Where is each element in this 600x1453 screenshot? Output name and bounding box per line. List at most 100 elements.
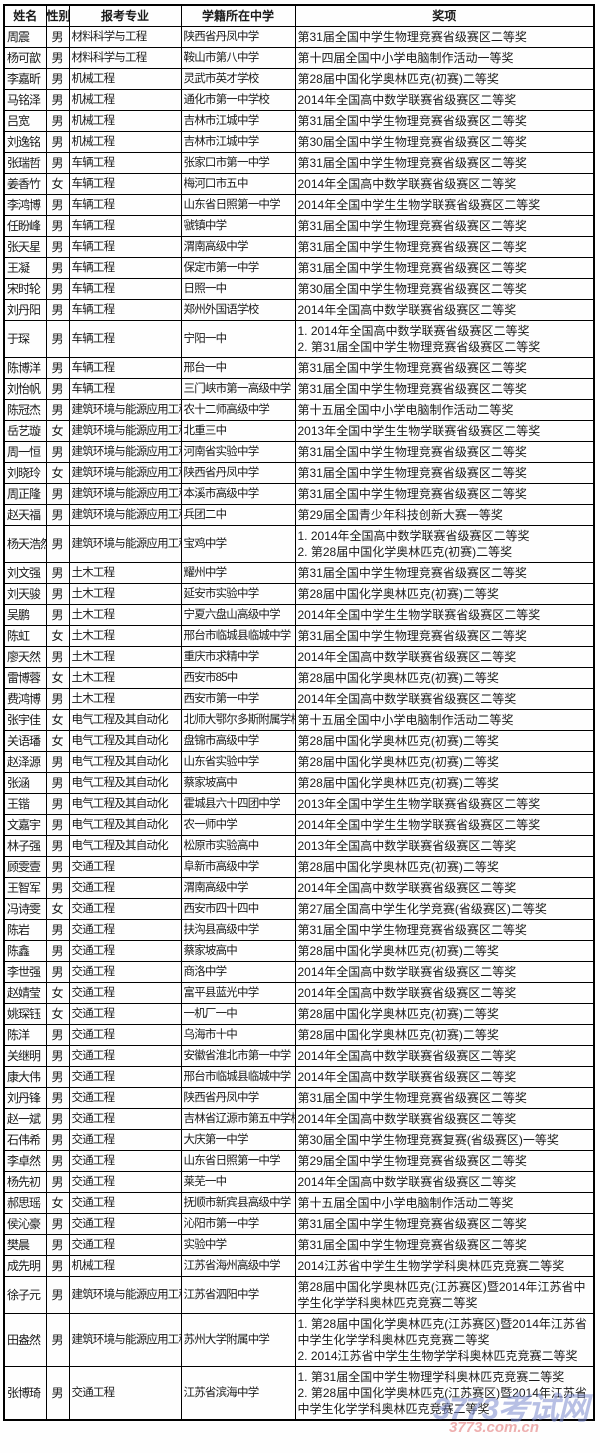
table-row: 陈冠杰男建筑环境与能源应用工程 农十二师高级中学 第十五届全国中小学电脑制作活动二等…	[3, 399, 595, 421]
cell-award: 第31届全国中学生物理竞赛省级赛区二等奖	[294, 1087, 595, 1109]
table-row: 宋时轮男车辆工程 日照一中 第30届全国中学生物理竞赛省级赛区二等奖	[3, 278, 595, 300]
cell-award: 2014年全国高中数学联赛省级赛区二等奖	[294, 688, 595, 710]
cell-name: 杨先初	[3, 1171, 47, 1193]
cell-award: 第31届全国中学生物理竞赛省级赛区二等奖	[294, 625, 595, 647]
cell-school: 兵团二中	[180, 504, 296, 526]
cell-gender: 男	[45, 26, 70, 48]
cell-gender: 男	[45, 110, 70, 132]
table-row: 康大伟男交通工程 邢台市临城县临城中学 2014年全国高中数学联赛省级赛区二等奖	[3, 1066, 595, 1088]
cell-name: 姚琛钰	[3, 1003, 47, 1025]
cell-award: 第28届中国化学奥林匹克(初赛)二等奖	[294, 940, 595, 962]
cell-gender: 男	[45, 604, 70, 626]
cell-name: 赵婧莹	[3, 982, 47, 1004]
cell-school: 阜新市高级中学	[180, 856, 296, 878]
cell-school: 渭南高级中学	[180, 236, 296, 258]
cell-gender: 男	[45, 399, 70, 421]
cell-major: 车辆工程	[68, 257, 182, 279]
cell-name: 樊晨	[3, 1234, 47, 1256]
cell-gender: 男	[45, 919, 70, 941]
cell-award: 第31届全国中学生物理竞赛省级赛区二等奖	[294, 441, 595, 463]
cell-school: 盘锦市高级中学	[180, 730, 296, 752]
header-school: 学籍所在中学	[180, 4, 296, 27]
cell-major: 车辆工程	[68, 236, 182, 258]
table-row: 陈虹女土木工程 邢台市临城县临城中学 第31届全国中学生物理竞赛省级赛区二等奖	[3, 625, 595, 647]
cell-award: 2014江苏省中学生生物学学科奥林匹克竞赛二等奖	[294, 1255, 595, 1277]
cell-major: 车辆工程	[68, 152, 182, 174]
cell-award: 第29届全国中学生物理竞赛省级赛区二等奖	[294, 1150, 595, 1172]
cell-major: 车辆工程	[68, 299, 182, 321]
cell-gender: 女	[45, 1003, 70, 1025]
cell-name: 成先明	[3, 1255, 47, 1277]
cell-award: 1. 第31届全国中学生物理学科奥林匹克竞赛二等奖 2. 第28届中国化学奥林匹…	[294, 1366, 595, 1421]
cell-award: 2014年全国高中数学联赛省级赛区二等奖	[294, 961, 595, 983]
cell-major: 材料科学与工程	[68, 26, 182, 48]
table-row: 刘文强男土木工程 耀州中学 第31届全国中学生物理竞赛省级赛区二等奖	[3, 562, 595, 584]
cell-school: 通化市第一中学校	[180, 89, 296, 111]
cell-school: 鞍山市第八中学	[180, 47, 296, 69]
cell-name: 冯诗雯	[3, 898, 47, 920]
cell-gender: 男	[45, 525, 70, 563]
cell-award: 第28届中国化学奥林匹克(初赛)二等奖	[294, 68, 595, 90]
cell-major: 电气工程及其自动化	[68, 730, 182, 752]
cell-name: 林子强	[3, 835, 47, 857]
cell-award: 第31届全国中学生物理竞赛省级赛区二等奖	[294, 215, 595, 237]
table-row: 樊晨男交通工程 实验中学 第31届全国中学生物理竞赛省级赛区二等奖	[3, 1234, 595, 1256]
cell-name: 岳艺璇	[3, 420, 47, 442]
cell-name: 陈洋	[3, 1024, 47, 1046]
table-row: 顾雯壹男交通工程 阜新市高级中学 第28届中国化学奥林匹克(初赛)二等奖	[3, 856, 595, 878]
cell-school: 山东省日照第一中学	[180, 194, 296, 216]
table-row: 周震男材料科学与工程 陕西省丹凤中学 第31届全国中学生物理竞赛省级赛区二等奖	[3, 26, 595, 48]
header-major: 报考专业	[68, 4, 182, 27]
table-row: 岳艺璇女建筑环境与能源应用工程 北重三中 2013年全国中学生生物学联赛省级赛区二等…	[3, 420, 595, 442]
table-row: 赵婧莹女交通工程 富平县蓝光中学 2014年全国高中数学联赛省级赛区二等奖	[3, 982, 595, 1004]
cell-gender: 男	[45, 89, 70, 111]
table-row: 刘怡帆男车辆工程 三门峡市第一高级中学 第31届全国中学生物理竞赛省级赛区二等奖	[3, 378, 595, 400]
cell-name: 石伟希	[3, 1129, 47, 1151]
cell-major: 车辆工程	[68, 173, 182, 195]
cell-name: 关语璠	[3, 730, 47, 752]
cell-major: 建筑环境与能源应用工程	[68, 1313, 182, 1367]
cell-name: 顾雯壹	[3, 856, 47, 878]
cell-school: 北重三中	[180, 420, 296, 442]
table-row: 周正隆男建筑环境与能源应用工程 本溪市高级中学 第31届全国中学生物理竞赛省级赛区二…	[3, 483, 595, 505]
cell-award: 第31届全国中学生物理竞赛省级赛区二等奖	[294, 919, 595, 941]
cell-major: 交通工程	[68, 1129, 182, 1151]
cell-school: 郑州外国语学校	[180, 299, 296, 321]
cell-school: 宁夏六盘山高级中学	[180, 604, 296, 626]
cell-major: 机械工程	[68, 131, 182, 153]
cell-gender: 男	[45, 1108, 70, 1130]
cell-gender: 男	[45, 441, 70, 463]
cell-gender: 男	[45, 1313, 70, 1367]
cell-name: 李世强	[3, 961, 47, 983]
table-row: 张天星男车辆工程 渭南高级中学 第31届全国中学生物理竞赛省级赛区二等奖	[3, 236, 595, 258]
cell-gender: 女	[45, 1192, 70, 1214]
cell-gender: 男	[45, 278, 70, 300]
cell-major: 材料科学与工程	[68, 47, 182, 69]
cell-name: 李鸿博	[3, 194, 47, 216]
cell-school: 蔡家坡高中	[180, 772, 296, 794]
table-row: 陈岩男交通工程 扶沟县高级中学 第31届全国中学生物理竞赛省级赛区二等奖	[3, 919, 595, 941]
table-row: 赵一斌男交通工程 吉林省辽源市第五中学校 2014年全国高中数学联赛省级赛区二等奖	[3, 1108, 595, 1130]
cell-school: 实验中学	[180, 1234, 296, 1256]
cell-award: 第31届全国中学生物理竞赛省级赛区二等奖	[294, 257, 595, 279]
cell-name: 任盼峰	[3, 215, 47, 237]
cell-school: 霍城县六十四团中学	[180, 793, 296, 815]
cell-gender: 女	[45, 730, 70, 752]
cell-major: 交通工程	[68, 1087, 182, 1109]
cell-gender: 男	[45, 194, 70, 216]
cell-gender: 男	[45, 131, 70, 153]
cell-award: 第28届中国化学奥林匹克(初赛)二等奖	[294, 1003, 595, 1025]
cell-school: 耀州中学	[180, 562, 296, 584]
cell-name: 田盎然	[3, 1313, 47, 1367]
table-row: 田盎然男建筑环境与能源应用工程 苏州大学附属中学 1. 第28届中国化学奥林匹克(江…	[3, 1313, 595, 1367]
cell-gender: 女	[45, 625, 70, 647]
cell-major: 车辆工程	[68, 357, 182, 379]
cell-gender: 男	[45, 772, 70, 794]
cell-major: 电气工程及其自动化	[68, 814, 182, 836]
cell-name: 陈博洋	[3, 357, 47, 379]
cell-school: 松原市实验高中	[180, 835, 296, 857]
table-row: 刘逸铭男机械工程 吉林市江城中学 第30届全国中学生物理竞赛省级赛区二等奖	[3, 131, 595, 153]
cell-major: 交通工程	[68, 1045, 182, 1067]
cell-award: 2014年全国高中数学联赛省级赛区二等奖	[294, 89, 595, 111]
